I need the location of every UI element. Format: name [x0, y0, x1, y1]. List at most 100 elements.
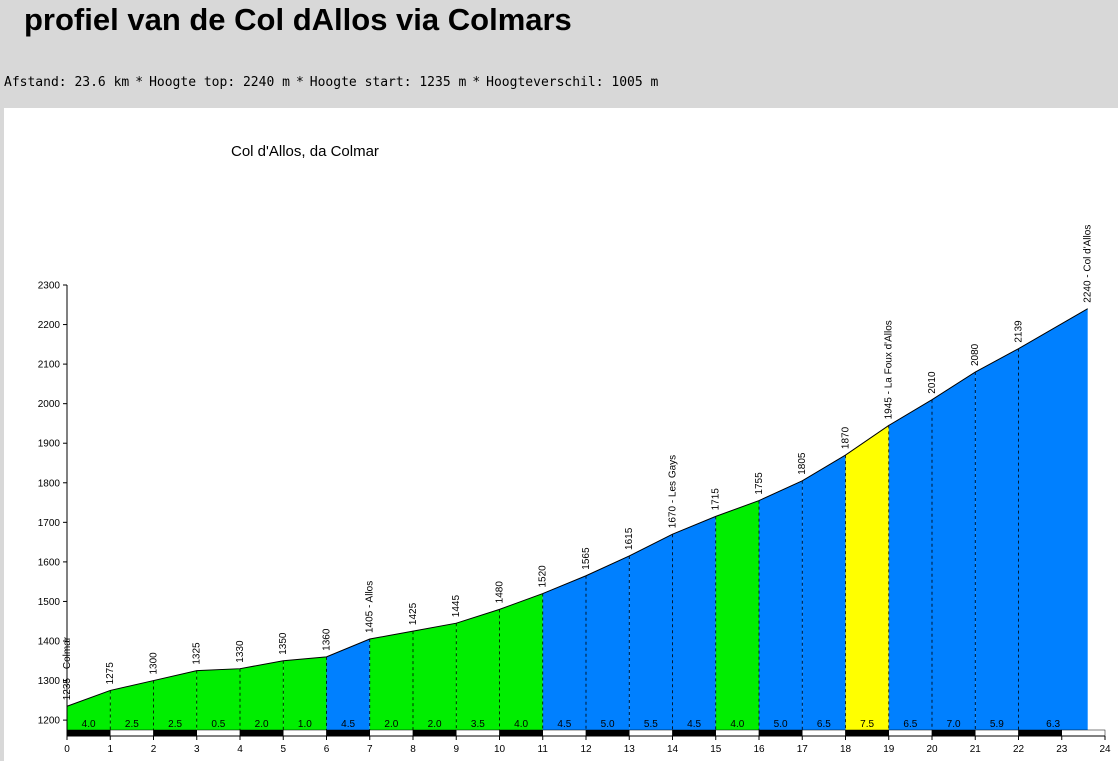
profile-chart-panel: Col d'Allos, da Colmar 4.0 2.5 2.5 0.5 2.0 1.… [4, 108, 1118, 761]
elevation-label: 1325 [192, 642, 203, 665]
x-axis-tick-label: 1 [107, 744, 113, 755]
profile-segment [542, 575, 586, 730]
elevation-label: 1520 [538, 565, 549, 588]
gradient-label: 2.5 [125, 719, 139, 730]
stat-distance: Afstand: 23.6 km [4, 75, 130, 90]
gradient-label: 5.0 [601, 719, 615, 730]
x-axis-tick-label: 3 [194, 744, 200, 755]
elevation-label: 1425 [408, 602, 419, 625]
gradient-label: 4.5 [687, 719, 701, 730]
gradient-label: 7.0 [947, 719, 961, 730]
y-axis-tick-label: 1800 [38, 478, 61, 489]
y-axis-tick-label: 1400 [38, 637, 61, 648]
x-axis-tick-label: 16 [753, 744, 765, 755]
y-axis-tick-label: 1900 [38, 439, 61, 450]
km-band-block [110, 729, 154, 737]
km-band-block [629, 729, 673, 737]
km-band-block [758, 729, 803, 737]
x-axis-tick-label: 0 [64, 744, 70, 755]
x-axis-tick-label: 24 [1099, 744, 1111, 755]
y-axis-tick-label: 1700 [38, 518, 61, 529]
elevation-label: 1565 [581, 547, 592, 570]
x-axis-tick-label: 10 [494, 744, 506, 755]
y-axis-tick-label: 1600 [38, 557, 61, 568]
profile-segment [456, 609, 500, 730]
y-axis-tick-label: 2000 [38, 399, 61, 410]
elevation-label: 1330 [235, 640, 246, 663]
km-band-block [196, 729, 241, 737]
km-band-block [672, 729, 716, 737]
stat-top-height: Hoogte top: 2240 m [149, 75, 290, 90]
km-band-block [715, 729, 760, 737]
elevation-label: 1275 [105, 662, 116, 685]
x-axis-tick-label: 5 [280, 744, 286, 755]
x-axis-tick-label: 14 [667, 744, 679, 755]
gradient-label: 7.5 [860, 719, 874, 730]
profile-segment [1018, 308, 1088, 730]
gradient-label: 6.5 [903, 719, 917, 730]
km-band-block [66, 729, 111, 737]
x-axis-tick-label: 23 [1056, 744, 1068, 755]
gradient-label: 3.5 [471, 719, 485, 730]
profile-segment [629, 534, 673, 730]
km-band-block [802, 729, 846, 737]
gradient-label: 4.5 [341, 719, 355, 730]
stat-height-difference: Hoogteverschil: 1005 m [486, 75, 659, 90]
elevation-label: 1805 [797, 452, 808, 475]
x-axis-tick-label: 22 [1013, 744, 1025, 755]
elevation-label: 1235 - Colmar [62, 636, 73, 700]
y-axis-tick-label: 1200 [38, 716, 61, 727]
km-band-block [585, 729, 630, 737]
page-title: profiel van de Col dAllos via Colmars [24, 2, 572, 37]
x-axis-tick-label: 13 [624, 744, 636, 755]
elevation-label: 1480 [495, 581, 506, 604]
gradient-label: 2.0 [255, 719, 269, 730]
x-axis-tick-label: 21 [970, 744, 982, 755]
profile-segment [110, 680, 154, 730]
x-axis-tick-label: 12 [580, 744, 592, 755]
y-axis-tick-label: 2100 [38, 360, 61, 371]
stat-separator: * [135, 75, 144, 90]
climb-stats: Afstand: 23.6 km * Hoogte top: 2240 m * Hoog… [4, 75, 658, 90]
elevation-label: 1945 - La Foux d'Allos [884, 320, 895, 419]
km-band-block [845, 729, 889, 737]
gradient-label: 4.0 [730, 719, 744, 730]
x-axis-tick-label: 18 [840, 744, 852, 755]
x-axis-tick-label: 9 [453, 744, 459, 755]
elevation-label: 1615 [624, 527, 635, 550]
profile-segment [499, 593, 543, 730]
elevation-label: 1670 - Les Gays [668, 455, 679, 528]
chart-title: Col d'Allos, da Colmar [231, 143, 379, 160]
gradient-label: 4.5 [557, 719, 571, 730]
profile-segment [975, 348, 1019, 730]
x-axis-tick-label: 17 [797, 744, 809, 755]
stat-separator: * [295, 75, 304, 90]
km-band-block [326, 729, 370, 737]
gradient-label: 0.5 [211, 719, 225, 730]
y-axis-tick-label: 1300 [38, 676, 61, 687]
elevation-label: 1870 [841, 426, 852, 449]
elevation-label: 1445 [451, 595, 462, 618]
y-axis-tick-label: 2300 [38, 281, 61, 292]
x-axis-tick-label: 8 [410, 744, 416, 755]
km-band-block [239, 729, 284, 737]
elevation-profile-chart: Col d'Allos, da Colmar 4.0 2.5 2.5 0.5 2.0 1.… [38, 143, 1111, 755]
gradient-label: 2.0 [384, 719, 398, 730]
profile-segment [240, 660, 284, 730]
elevation-label: 2139 [1014, 320, 1025, 343]
elevation-label: 2080 [970, 343, 981, 366]
elevation-label: 1715 [711, 488, 722, 511]
y-axis-tick-label: 1500 [38, 597, 61, 608]
gradient-label: 5.0 [774, 719, 788, 730]
x-axis-tick-label: 2 [151, 744, 157, 755]
stat-separator: * [472, 75, 481, 90]
elevation-label: 1360 [322, 628, 333, 651]
profile-segment [759, 480, 803, 730]
km-band-block [499, 729, 543, 737]
profile-segment [888, 399, 932, 730]
profile-segment [153, 670, 197, 730]
km-band-block [975, 729, 1019, 737]
gradient-label: 1.0 [298, 719, 312, 730]
gradient-label: 2.0 [428, 719, 442, 730]
gradient-label: 5.9 [990, 719, 1004, 730]
